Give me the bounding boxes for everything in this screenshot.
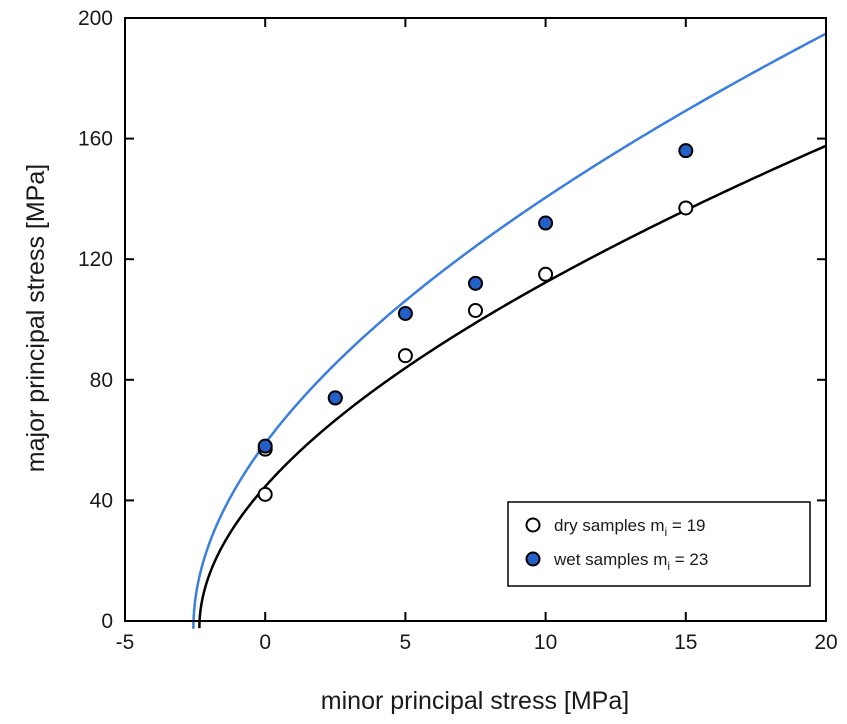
fit-curves bbox=[192, 32, 827, 629]
legend-label-dry-name: dry samples m bbox=[554, 516, 665, 535]
legend-label-wet-suffix: = 23 bbox=[670, 550, 708, 569]
legend-marker-wet bbox=[525, 551, 541, 567]
data-point-series-1 bbox=[468, 275, 483, 291]
y-tick-label: 120 bbox=[78, 248, 113, 271]
legend: dry samples mi = 19 wet samples mi = 23 bbox=[507, 501, 811, 587]
legend-label-wet-subscript: i bbox=[667, 559, 670, 573]
data-point-series-0 bbox=[678, 200, 694, 216]
legend-label-dry-suffix: = 19 bbox=[667, 516, 705, 535]
data-point-series-0 bbox=[397, 348, 413, 364]
data-point-series-1 bbox=[327, 390, 343, 406]
data-point-series-0 bbox=[468, 302, 483, 318]
plot-frame bbox=[124, 17, 827, 622]
x-tick-label: 0 bbox=[259, 631, 271, 654]
legend-label-wet: wet samples mi = 23 bbox=[553, 550, 708, 573]
y-axis-label: major principal stress [MPa] bbox=[22, 164, 50, 472]
legend-label-wet-name: wet samples m bbox=[553, 550, 667, 569]
legend-box bbox=[507, 501, 811, 587]
data-point-series-1 bbox=[538, 215, 554, 231]
y-tick-label: 0 bbox=[101, 610, 113, 633]
x-axis-label: minor principal stress [MPa] bbox=[321, 687, 629, 715]
legend-label-dry: dry samples mi = 19 bbox=[554, 516, 706, 539]
y-tick-label: 160 bbox=[78, 128, 113, 151]
y-tick-label: 40 bbox=[90, 489, 113, 512]
legend-marker-dry bbox=[525, 517, 541, 533]
data-point-series-1 bbox=[678, 143, 694, 159]
x-tick-label: 5 bbox=[400, 631, 412, 654]
x-tick-label: -5 bbox=[116, 631, 135, 654]
x-tick-label: 15 bbox=[674, 631, 697, 654]
data-point-series-1 bbox=[257, 438, 273, 454]
y-tick-label: 200 bbox=[78, 7, 113, 30]
data-points bbox=[257, 143, 694, 502]
fit-curve-1 bbox=[192, 32, 827, 629]
x-tick-label: 10 bbox=[534, 631, 557, 654]
data-point-series-0 bbox=[538, 266, 554, 282]
fit-curve-0 bbox=[198, 144, 827, 629]
x-tick-label: 20 bbox=[814, 631, 837, 654]
axis-ticks bbox=[124, 17, 827, 622]
legend-label-dry-subscript: i bbox=[665, 525, 668, 539]
data-point-series-0 bbox=[257, 486, 273, 502]
y-tick-label: 80 bbox=[90, 369, 113, 392]
data-point-series-1 bbox=[397, 305, 413, 321]
